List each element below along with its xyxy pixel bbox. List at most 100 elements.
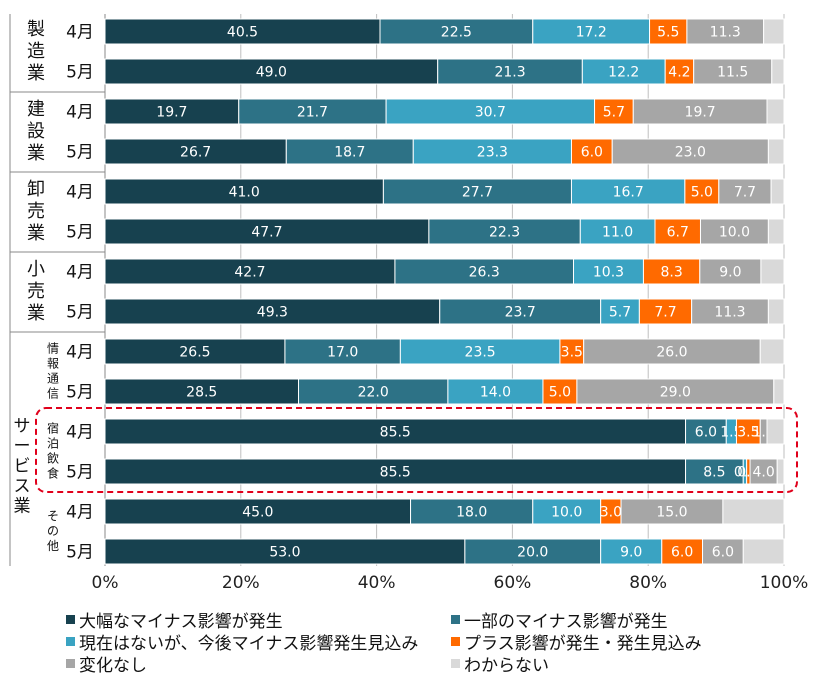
legend-swatch [66,659,75,668]
month-label: 5月 [66,463,94,483]
legend-item: わからない [451,651,549,676]
group-label-char: 卸 [27,179,45,200]
bar-value-label: 85.5 [380,465,411,481]
group-label-char: 造 [27,41,45,62]
x-tick-label: 0% [92,573,119,593]
bar-segment [767,298,785,325]
bar-segment [104,538,466,565]
bar-value-label: 26.7 [180,145,211,161]
subgroup-label-char: 宿 [47,421,59,436]
bar-segment [776,458,785,485]
bar-value-label: 10.3 [593,265,624,281]
subgroup-label-char: 食 [47,466,59,481]
legend-item: 現在はないが、今後マイナス影響発生見込み [66,629,418,654]
legend-label: 現在はないが、今後マイナス影響発生見込み [79,634,419,654]
bar-value-label: 47.7 [251,225,282,241]
bar-value-label: 23.0 [675,145,706,161]
bar-segment [104,98,240,125]
bar-segment [104,58,439,85]
bar-value-label: 8.3 [660,265,682,281]
bar-segment [766,98,785,125]
bar-segment [104,458,687,485]
bar-value-label: 22.5 [441,25,472,41]
legend-label: 一部のマイナス影響が発生 [464,612,668,632]
bar-segment [770,178,785,205]
bar-segment [379,18,534,45]
bar-value-label: 7.7 [734,185,756,201]
bar-value-label: 21.3 [494,65,525,81]
subgroup-label-char: 泊 [47,437,59,451]
bar-segment [699,218,769,245]
month-label: 4月 [66,23,94,43]
subgroup-label-char: 信 [47,387,59,401]
bar-segment [638,298,693,325]
month-label: 4月 [66,263,94,283]
subgroup-label-char: 情 [47,342,59,356]
bar-segment [579,218,656,245]
bar-value-label: 29.0 [660,385,691,401]
bar-segment [394,258,575,285]
bar-segment [760,258,785,285]
month-label: 5月 [66,63,94,83]
month-label: 4月 [66,103,94,123]
service-label-char: 業 [14,497,31,517]
bar-segment [447,378,544,405]
bar-value-label: 9.0 [620,545,642,561]
bar-value-label: 21.7 [297,105,328,121]
legend-label: 大幅なマイナス影響が発生 [79,612,283,632]
service-label-char: ス [14,477,31,497]
service-label-char: ビ [14,457,31,477]
month-label: 4月 [66,343,94,363]
bar-segment [691,298,769,325]
bar-segment [581,58,666,85]
bar-segment [410,498,534,525]
month-label: 4月 [66,423,94,443]
bar-segment [759,338,785,365]
legend-label: 変化なし [79,656,147,676]
legend-swatch [451,659,460,668]
bar-value-label: 23.5 [465,345,496,361]
highlight-box [35,407,798,493]
bar-value-label: 19.7 [156,105,187,121]
legend-label: わからない [464,656,549,676]
bar-value-label: 22.3 [489,225,520,241]
bar-value-label: 5.7 [603,105,625,121]
month-label: 5月 [66,223,94,243]
legend-label: プラス影響が発生・発生見込み [464,634,702,654]
bar-segment [104,18,381,45]
bar-segment [685,418,727,445]
legend-item: プラス影響が発生・発生見込み [451,629,702,654]
bar-value-label: 14.0 [480,385,511,401]
bar-value-label: 11.3 [710,25,741,41]
group-label-char: 業 [27,63,45,84]
bar-value-label: 6.0 [671,545,693,561]
legend-item: 大幅なマイナス影響が発生 [66,607,283,632]
bar-value-label: 18.0 [456,505,487,521]
bar-segment [104,418,687,445]
bar-value-label: 3.0 [600,505,622,521]
stacked-bar-chart: 0% 20% 40% 60% 80% 100% 製造業 4月 40.5 22.5 17.2 5.5 11… [9,14,809,593]
bar-segment [773,378,785,405]
legend-swatch [66,615,75,624]
bar-segment [699,258,762,285]
bar-value-label: 85.5 [380,425,411,441]
bar-value-label: 40.5 [227,25,258,41]
bar-segment [104,218,430,245]
bar-segment [104,298,441,325]
bar-value-label: 3.5 [737,425,759,441]
bar-value-label: 10.0 [551,505,582,521]
bar-value-label: 17.2 [576,25,607,41]
bar-value-label: 15.0 [656,505,687,521]
bar-value-label: 30.7 [475,105,506,121]
bar-value-label: 49.3 [257,305,288,321]
x-tick-label: 100% [760,573,809,593]
month-label: 5月 [66,543,94,563]
bar-value-label: 26.3 [469,265,500,281]
bar-value-label: 6.0 [581,145,603,161]
bar-segment [722,498,785,525]
bar-segment [285,138,414,165]
bar-value-label: 23.3 [477,145,508,161]
bar-segment [104,138,287,165]
bar-segment [767,138,785,165]
bar-segment [104,258,396,285]
